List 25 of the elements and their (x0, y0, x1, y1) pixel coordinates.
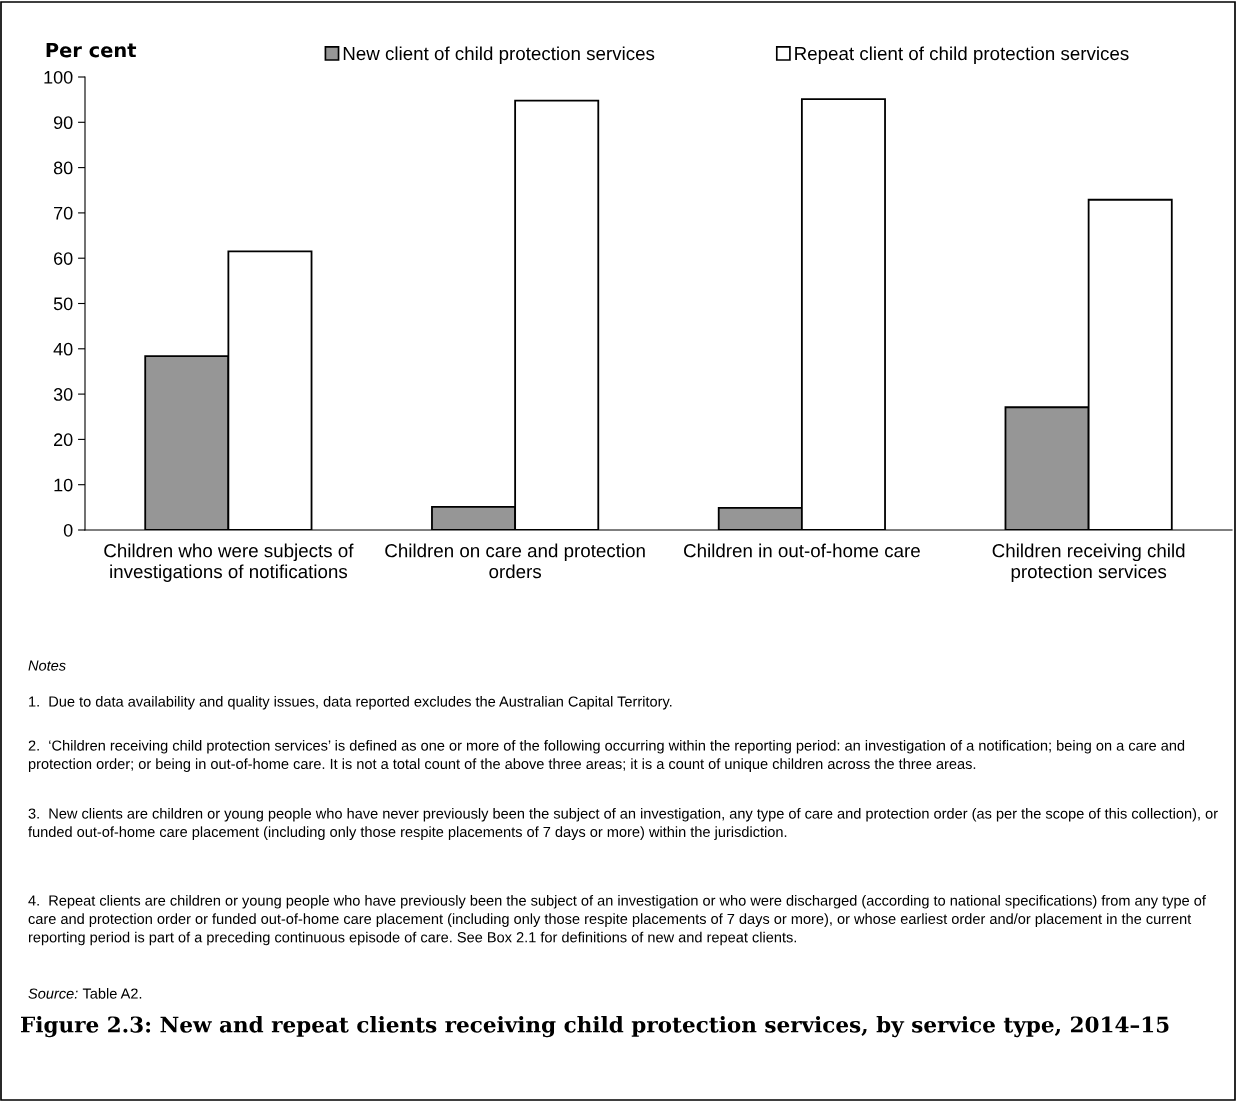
legend-label: New client of child protection services (343, 46, 655, 64)
y-tick-label: 90 (53, 116, 73, 130)
y-tick-label: 40 (53, 342, 73, 356)
x-tick-label: Children on care and protection orders (385, 543, 645, 579)
y-tick-label: 60 (54, 252, 73, 265)
y-tick-label: 50 (53, 297, 73, 311)
legend-label: Repeat client of child protection services (795, 46, 1129, 64)
y-tick-label: 10 (54, 478, 73, 492)
x-tick-label: Children in out-of-home care (684, 543, 920, 558)
y-tick-label: 30 (53, 388, 73, 401)
y-tick-label: 80 (53, 161, 73, 175)
y-axis-title: Per cent (46, 42, 137, 58)
text: 4. Repeat clients are children or young people who have previously been the subject of an investigation or who were discharged (according to national specifications) from any type of care and protection order or funded out-of-home care placement (including only those respite placements of 7 days or more), or whose earliest order and/or placement in the current reporting period is part of a preceding continuous episode of care. See Box 2.1 for definitions of new and repeat clients. (28, 895, 1206, 946)
text: 1. Due to data availability and quality issues, data reported excludes the Australian Capital Territory. (29, 696, 672, 710)
text: Notes (28, 660, 66, 671)
text: 2. ‘Children receiving child protection services’ is defined as one or more of the following occurring within the reporting period: an investigation of a notification; being on a care and protection order; or being in out-of-home care. It is not a total count of the above three areas; it is a count of unique children across the three areas. (28, 740, 1185, 772)
text: Figure 2.3: New and repeat clients receiving child protection services, by service type, 2014–15 (21, 1016, 1169, 1038)
x-tick-label: Children receiving child protection services (992, 543, 1185, 582)
y-tick-label: 0 (63, 523, 73, 537)
y-tick-label: 20 (54, 433, 73, 447)
x-tick-label: Children who were subjects of investigations of notifications (104, 543, 354, 582)
y-tick-label: 70 (54, 206, 73, 220)
text: 3. New clients are children or young people who have never previously been the subject of an investigation, any type of care and protection order (as per the scope of this collection), or funded out-of-home care placement (including only those respite placements of 7 days or more) within the jurisdiction. (28, 808, 1218, 840)
y-tick-label: 100 (44, 70, 73, 84)
source-note: Source: Table A2. (28, 988, 142, 999)
